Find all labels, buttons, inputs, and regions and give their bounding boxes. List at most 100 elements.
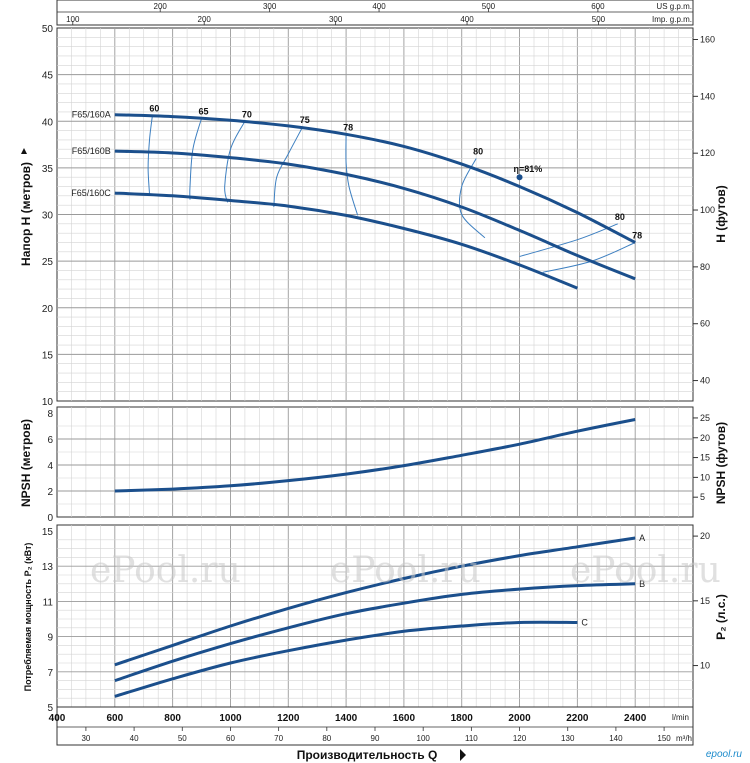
- power-y-tick: 11: [43, 597, 54, 608]
- efficiency-label: 78: [632, 230, 642, 240]
- efficiency-lines: 60 65 70 75 78 80 80 78 η=81%: [147, 104, 642, 273]
- m3h-tick: 140: [609, 734, 623, 743]
- power-panel: 5 7 9 11 13 15 10 15 20 A B C Потребляемая мощнос…: [23, 524, 728, 714]
- m3h-tick: 120: [513, 734, 527, 743]
- npsh-curves: [114, 418, 636, 493]
- head-y2-tick: 120: [700, 148, 715, 158]
- efficiency-line: [147, 115, 153, 195]
- us-gpm-tick: 300: [263, 2, 277, 11]
- power-y2-tick: 20: [700, 531, 710, 541]
- lmin-tick: 1200: [277, 713, 300, 724]
- power-grid: [57, 525, 693, 707]
- head-y-tick: 20: [42, 304, 54, 315]
- npsh-y2-tick: 25: [700, 413, 710, 423]
- power-curves: [114, 536, 636, 698]
- head-curve-label: F65/160C: [71, 188, 111, 198]
- head-curve-F65/160C: [114, 191, 578, 290]
- head-curve-label: F65/160B: [72, 146, 111, 156]
- head-y2-tick: 60: [700, 319, 710, 329]
- x-axis-label: Производительность Q: [297, 748, 438, 762]
- head-y-tick: 30: [42, 211, 54, 222]
- us-gpm-tick: 200: [154, 2, 168, 11]
- head-y-tick: 25: [42, 257, 54, 268]
- npsh-grid: [57, 407, 693, 517]
- power-curve-labels: A B C: [581, 533, 645, 627]
- npsh-y2-tick: 5: [700, 492, 705, 502]
- watermark-text-2: ePool.ru: [330, 550, 481, 591]
- head-ylabel: Напор H (метров): [19, 162, 33, 266]
- power-y2-ticks: 10 15 20: [693, 531, 710, 671]
- head-y2-tick: 80: [700, 262, 710, 272]
- lmin-tick: 800: [164, 713, 181, 724]
- m3h-tick: 50: [178, 734, 187, 743]
- m3h-tick: 130: [561, 734, 575, 743]
- lmin-tick: 2000: [508, 713, 531, 724]
- head-curve-F65/160A: [114, 113, 636, 244]
- imp-gpm-tick: 100: [66, 15, 80, 24]
- m3h-unit: m³/h: [676, 734, 692, 743]
- power-curve-A: [114, 536, 636, 667]
- us-gpm-tick: 400: [372, 2, 386, 11]
- us-gpm-unit: US g.p.m.: [656, 2, 692, 11]
- efficiency-line: [519, 223, 618, 257]
- imp-gpm-tick: 400: [460, 15, 474, 24]
- lmin-tick: 2400: [624, 713, 647, 724]
- m3h-tick: 90: [371, 734, 380, 743]
- lmin-tick: 1000: [219, 713, 242, 724]
- head-curve-labels: F65/160A F65/160B F65/160C: [71, 110, 111, 198]
- lmin-tick: 600: [106, 713, 123, 724]
- lmin-tick: 1400: [335, 713, 358, 724]
- efficiency-line: [273, 126, 304, 208]
- bottom-axes: 400 600 800 1000 1200 1400 1600 1800 2000 2200 240…: [49, 706, 694, 762]
- watermark: ePool.ru ePool.ru ePool.ru: [90, 550, 721, 591]
- top-axes: US g.p.m. Imp. g.p.m. 200 300 400 500 600 10…: [56, 0, 694, 26]
- npsh-y-tick: 8: [47, 409, 53, 420]
- power-y-ticks: 5 7 9 11 13 15: [42, 527, 54, 714]
- power-y-tick: 5: [47, 703, 53, 714]
- m3h-tick: 70: [274, 734, 283, 743]
- power-y-tick: 13: [42, 562, 54, 573]
- m3h-tick: 110: [465, 734, 478, 743]
- head-curve-label: F65/160A: [72, 110, 111, 120]
- power-y2-tick: 10: [700, 661, 710, 671]
- npsh-y-tick: 6: [47, 435, 53, 446]
- efficiency-line: [189, 118, 202, 200]
- power-y2-tick: 15: [700, 596, 710, 606]
- efficiency-line: [458, 158, 486, 239]
- power-y-tick: 7: [47, 668, 53, 679]
- npsh-y-ticks: 0 2 4 6 8: [47, 409, 53, 524]
- head-y2-tick: 160: [700, 34, 715, 44]
- m3h-tick: 150: [657, 734, 671, 743]
- x-arrow-icon: [460, 749, 466, 761]
- npsh-ylabel: NPSH (метров): [19, 419, 33, 507]
- efficiency-label: 60: [149, 104, 159, 114]
- m3h-ticks: 30 40 50 60 70 80 90 100 110 120 130 140 150: [81, 727, 671, 743]
- power-curve-label: B: [639, 579, 645, 589]
- us-gpm-tick: 600: [591, 2, 605, 11]
- npsh-y-tick: 2: [47, 487, 53, 498]
- imp-gpm-tick: 300: [329, 15, 343, 24]
- npsh-y-tick: 0: [47, 513, 53, 524]
- m3h-tick: 40: [130, 734, 139, 743]
- lmin-tick: 1800: [451, 713, 474, 724]
- power-curve-label: A: [639, 533, 645, 543]
- watermark-text-3: ePool.ru: [570, 550, 721, 591]
- power-y-tick: 15: [42, 527, 54, 538]
- power-curve-B: [114, 582, 636, 683]
- us-gpm-ticks: 200 300 400 500 600: [154, 2, 605, 12]
- efficiency-label: 80: [473, 147, 483, 157]
- npsh-y2-tick: 15: [700, 453, 710, 463]
- power-curve-label: C: [581, 618, 588, 628]
- lmin-tick: 2200: [566, 713, 589, 724]
- imp-gpm-tick: 200: [198, 15, 212, 24]
- head-y2-ticks: 40 60 80 100 120 140 160: [693, 34, 715, 386]
- npsh-y-tick: 4: [47, 461, 53, 472]
- head-y-ticks: 10 15 20 25 30 35 40 45 50: [42, 24, 54, 408]
- m3h-tick: 100: [417, 734, 431, 743]
- head-y-tick: 35: [42, 164, 54, 175]
- lmin-unit: l/min: [672, 713, 689, 722]
- power-y-tick: 9: [47, 633, 53, 644]
- efficiency-line: [224, 121, 246, 203]
- y-arrow-icon: [21, 148, 27, 154]
